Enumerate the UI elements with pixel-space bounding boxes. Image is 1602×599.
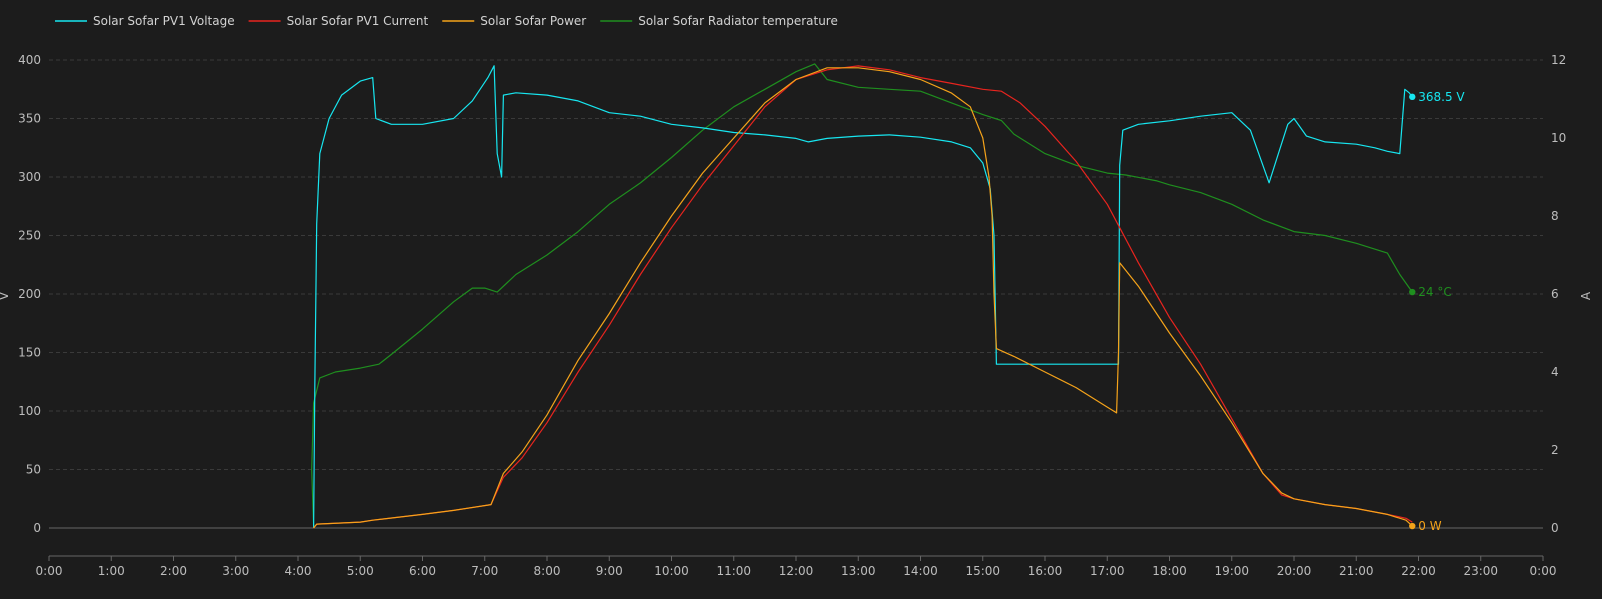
series-end-label: 368.5 V [1418,90,1465,104]
x-tick-label: 7:00 [471,564,498,578]
x-tick-label: 0:00 [36,564,63,578]
legend[interactable]: Solar Sofar PV1 Voltage Solar Sofar PV1 C… [55,14,838,28]
x-tick-label: 3:00 [222,564,249,578]
x-tick-label: 23:00 [1463,564,1498,578]
y-right-tick-label: 12 [1551,53,1566,67]
y-left-tick-label: 300 [18,170,41,184]
x-tick-label: 11:00 [716,564,751,578]
x-tick-label: 6:00 [409,564,436,578]
x-tick-label: 9:00 [596,564,623,578]
y-axis-left: 0 50 100 150 200 250 300 350 400 [18,53,41,535]
x-tick-label: 1:00 [98,564,125,578]
x-tick-label: 22:00 [1401,564,1436,578]
y-left-tick-label: 400 [18,53,41,67]
x-tick-label: 10:00 [654,564,689,578]
series-end-label: 24 °C [1418,285,1451,299]
y-left-tick-label: 200 [18,287,41,301]
x-tick-label: 0:00 [1530,564,1557,578]
y-right-tick-label: 2 [1551,443,1559,457]
x-tick-label: 4:00 [285,564,312,578]
series-lines [311,63,1413,529]
y-left-tick-label: 100 [18,404,41,418]
y-right-tick-label: 0 [1551,521,1559,535]
series-end-marker [1409,288,1416,296]
x-tick-label: 13:00 [841,564,876,578]
series-end-labels: 24 °C 368.5 V 0 W [1409,90,1465,533]
y-right-tick-label: 4 [1551,365,1559,379]
series-end-label: 0 W [1418,519,1441,533]
x-tick-label: 19:00 [1214,564,1249,578]
y-right-tick-label: 8 [1551,209,1559,223]
y-axis-right: 0 2 4 6 8 10 12 [1551,53,1566,535]
y-left-tick-label: 250 [18,229,41,243]
series-end-marker [1409,93,1416,101]
y-left-tick-label: 50 [26,463,41,477]
series-line [313,65,1413,529]
legend-label: Solar Sofar Power [480,14,586,28]
legend-item[interactable]: Solar Sofar PV1 Current [248,14,429,28]
y-left-tick-label: 0 [33,521,41,535]
legend-item[interactable]: Solar Sofar Power [442,14,586,28]
x-tick-label: 5:00 [347,564,374,578]
x-tick-label: 2:00 [160,564,187,578]
legend-label: Solar Sofar PV1 Voltage [93,14,235,28]
x-tick-label: 8:00 [534,564,561,578]
y-axis-left-title: V [0,291,11,300]
x-tick-label: 14:00 [903,564,938,578]
x-tick-label: 15:00 [965,564,1000,578]
y-left-tick-label: 350 [18,112,41,126]
x-tick-label: 21:00 [1339,564,1374,578]
x-tick-label: 16:00 [1028,564,1063,578]
y-right-tick-label: 10 [1551,131,1566,145]
y-left-tick-label: 150 [18,346,41,360]
legend-item[interactable]: Solar Sofar PV1 Voltage [55,14,235,28]
x-axis: 0:00 1:00 2:00 3:00 4:00 5:00 6:00 7:00 8:00 9:00… [36,556,1557,578]
x-tick-label: 17:00 [1090,564,1125,578]
series-end-marker [1409,522,1416,530]
series-line [313,65,1413,529]
x-tick-label: 18:00 [1152,564,1187,578]
legend-label: Solar Sofar Radiator temperature [638,14,838,28]
legend-label: Solar Sofar PV1 Current [287,14,429,28]
x-tick-label: 12:00 [779,564,814,578]
y-right-tick-label: 6 [1551,287,1559,301]
series-line [311,63,1413,527]
y-axis-right-title: A [1579,291,1593,300]
series-line [313,67,1413,529]
legend-item[interactable]: Solar Sofar Radiator temperature [600,14,838,28]
gridlines [49,59,1543,557]
x-tick-label: 20:00 [1277,564,1312,578]
